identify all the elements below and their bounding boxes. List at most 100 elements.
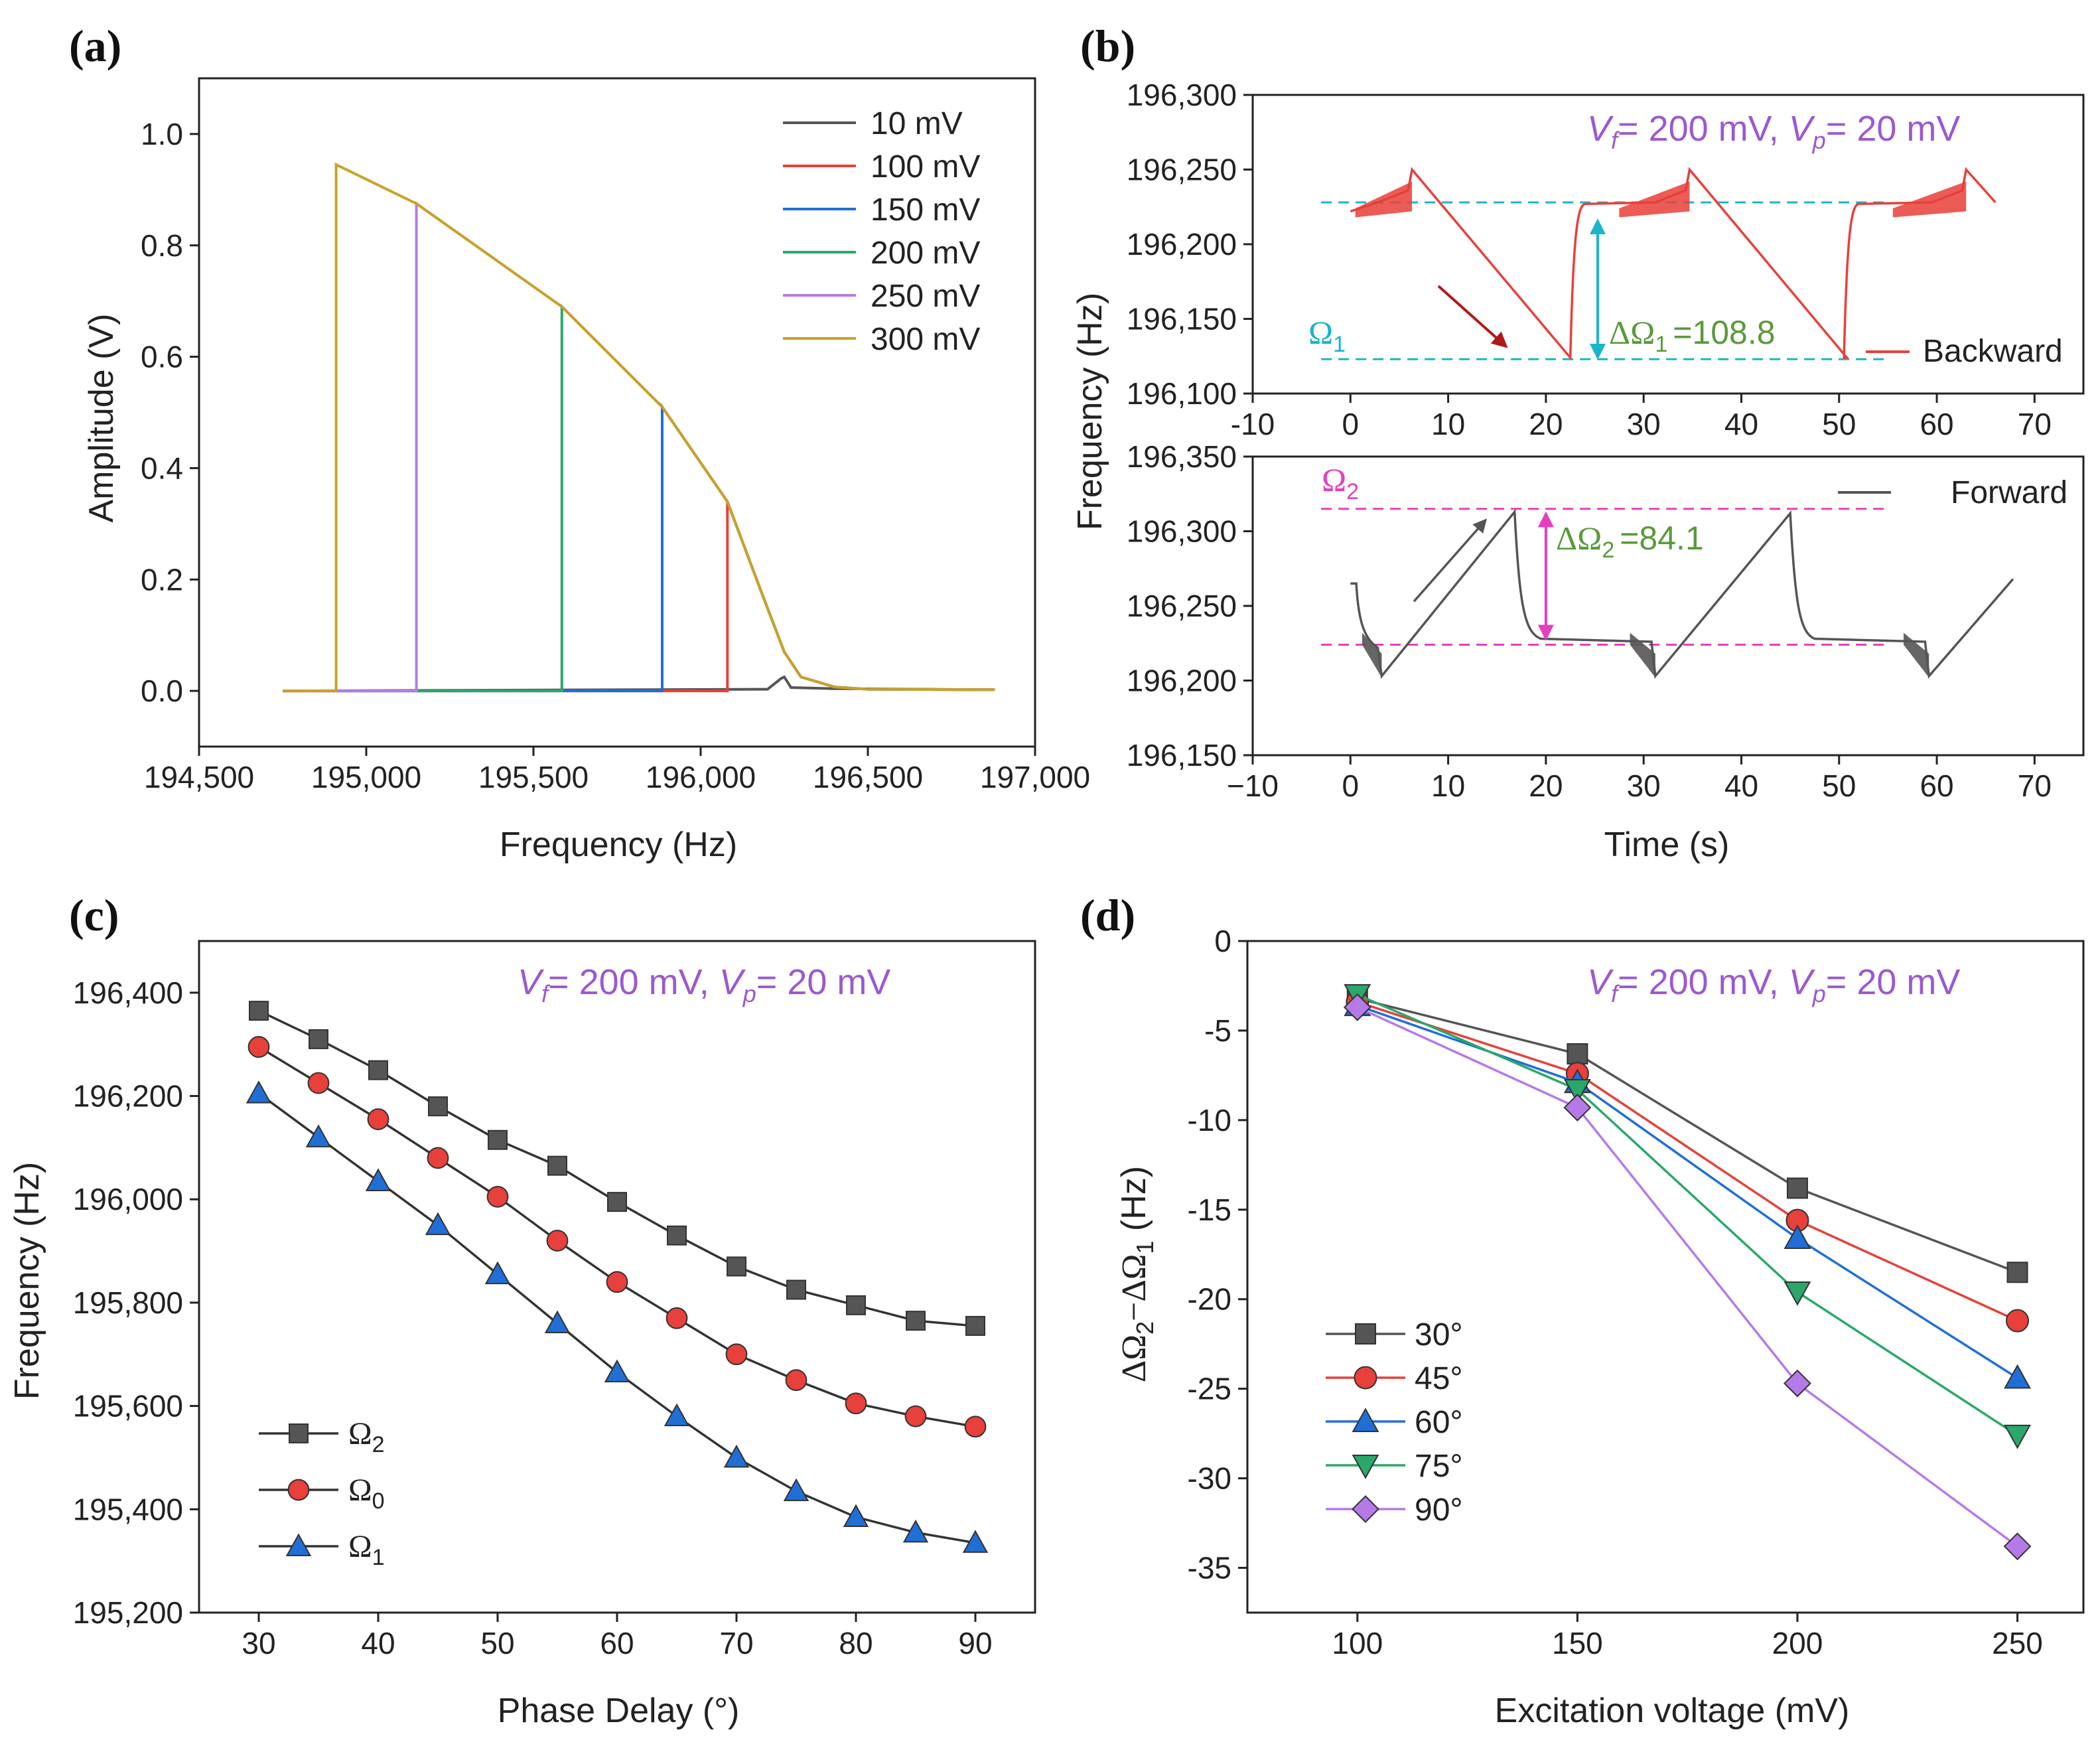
panel-b-top-xtick-label: 0: [1342, 407, 1359, 441]
panel-a-ytick-label: 0.4: [141, 451, 183, 485]
backward-direction-arrow: [1437, 285, 1508, 348]
panel-d-legend-marker: [1352, 1495, 1379, 1523]
panel-a-legend-label: 150 mV: [871, 192, 980, 228]
panel-c-point: [547, 1155, 567, 1176]
panel-b-bottom-ytick-label: 196,300: [1127, 514, 1237, 549]
panel-b-top-xtick-label: 30: [1627, 407, 1661, 441]
panel-b-top-ytick-label: 196,150: [1127, 302, 1237, 336]
panel-c-ylabel: Frequency (Hz): [8, 1162, 46, 1400]
panel-c-xtick-label: 80: [839, 1626, 873, 1660]
panel-d-xtick-label: 100: [1332, 1626, 1383, 1660]
panel-d-ytick-label: -35: [1188, 1551, 1231, 1585]
panel-a-ylabel: Amplitude (V): [82, 314, 121, 523]
panel-label-b: (b): [1080, 21, 1135, 71]
panel-d-series-line: [1357, 1004, 2018, 1379]
panel-c-point: [964, 1416, 987, 1438]
panel-c-point: [425, 1212, 451, 1236]
panel-c-point: [783, 1478, 809, 1502]
panel-label-a: (a): [69, 21, 121, 71]
panel-d-xlabel: Excitation voltage (mV): [1495, 1692, 1850, 1730]
panel-c-point: [367, 1108, 389, 1130]
panel-b-bottom-xtick-label: 20: [1529, 768, 1563, 803]
panel-d-ylabel: ΔΩ2−ΔΩ1 (Hz): [1115, 1166, 1158, 1382]
panel-label-c: (c): [69, 890, 119, 940]
forward-oscillation-band: [1362, 632, 1382, 678]
panel-b-xlabel: Time (s): [1604, 826, 1730, 864]
panel-c-point: [427, 1147, 449, 1169]
panel-a-xlabel: Frequency (Hz): [500, 826, 737, 864]
panel-b-bottom-xtick-label: 50: [1822, 768, 1856, 803]
panel-c-point: [664, 1403, 690, 1427]
panel-label-d: (d): [1080, 890, 1135, 940]
panel-b-bottom-xtick-label: 60: [1920, 768, 1953, 803]
panel-c-point: [665, 1307, 688, 1329]
legend-forward-label: Forward: [1951, 475, 2067, 510]
panel-b-top-xtick-label: 10: [1431, 407, 1465, 441]
panel-a-ytick-label: 0.2: [141, 562, 183, 597]
panel-c-point: [667, 1225, 687, 1246]
panel-d-series-line: [1357, 1006, 2018, 1548]
panel-c-point: [843, 1504, 869, 1527]
panel-b-bottom-ytick-label: 196,200: [1127, 664, 1237, 698]
panel-c-chart: Phase Delay (°) Frequency (Hz) Vf= 200 m…: [8, 940, 1036, 1730]
panel-d-ytick-label: -25: [1188, 1372, 1231, 1406]
panel-c-ytick-label: 195,400: [73, 1492, 183, 1526]
panel-d-ytick-label: -10: [1188, 1103, 1231, 1137]
forward-oscillation-band: [1630, 632, 1655, 678]
panel-c-point: [723, 1444, 750, 1468]
panel-b-bottom-xtick-label: 40: [1724, 768, 1758, 803]
panel-c-point: [305, 1124, 332, 1147]
panel-c-conditions: Vf= 200 mV, Vp= 20 mV: [518, 962, 890, 1007]
forward-direction-arrow: [1413, 518, 1488, 603]
panel-c-point: [484, 1261, 511, 1285]
panel-a-ytick-label: 0.6: [141, 340, 183, 374]
panel-a-chart: Frequency (Hz) Amplitude (V) 194,500 195,…: [82, 77, 1090, 864]
panel-d-point: [1784, 1369, 1811, 1398]
panel-a-legend-label: 250 mV: [871, 279, 980, 314]
panel-c-legend-label: Ω1: [348, 1529, 385, 1570]
panel-d-point: [1563, 1078, 1591, 1104]
panel-d-conditions: Vf= 200 mV, Vp= 20 mV: [1587, 962, 1960, 1007]
panel-b-top-ytick-label: 196,200: [1127, 227, 1237, 261]
panel-d-point: [1563, 1094, 1592, 1122]
panel-a-series-line: [283, 402, 995, 693]
panel-a-series-line: [282, 675, 995, 693]
panel-b-top-xtick-label: 50: [1822, 407, 1856, 441]
panel-d-series-line: [1357, 993, 2018, 1437]
vf-symbol: V: [1587, 109, 1614, 149]
panel-c-point: [902, 1519, 929, 1543]
panel-d-xtick-label: 200: [1772, 1626, 1823, 1660]
panel-d-series-line: [1357, 1001, 2018, 1322]
panel-d-ytick-label: 0: [1214, 924, 1231, 958]
panel-d-point: [1784, 1224, 1811, 1249]
panel-d-ytick-label: -30: [1188, 1461, 1231, 1496]
panel-a-series-line: [283, 200, 995, 693]
panel-b-conditions: Vf= 200 mV, Vp= 20 mV: [1587, 109, 1960, 154]
panel-d-point: [2004, 1364, 2031, 1389]
panel-c-point: [245, 1080, 272, 1104]
panel-c-xtick-label: 60: [600, 1626, 634, 1660]
legend-backward-label: Backward: [1923, 334, 2063, 369]
panel-c-legend-label: Ω0: [348, 1473, 385, 1514]
panel-b-top-ytick-label: 196,250: [1127, 153, 1237, 187]
panel-c-point: [546, 1230, 569, 1252]
panel-c-point: [604, 1359, 630, 1383]
forward-oscillation-band: [1903, 632, 1929, 678]
panel-c-point: [965, 1315, 985, 1336]
panel-a-xtick-label: 196,500: [813, 760, 923, 794]
panel-b-top-ytick-label: 196,300: [1127, 78, 1237, 112]
panel-c-point: [727, 1256, 746, 1277]
panel-c-xtick-label: 90: [958, 1626, 992, 1660]
panel-c-legend-label: Ω2: [348, 1416, 385, 1457]
panel-c-point: [786, 1279, 806, 1300]
panel-b-bottom-ytick-label: 196,350: [1127, 439, 1237, 474]
panel-c-legend-marker: [289, 1423, 309, 1443]
panel-c-point: [906, 1311, 926, 1331]
panel-d-legend-marker: [1352, 1408, 1379, 1432]
panel-d-ytick-label: -15: [1188, 1193, 1231, 1227]
vf-text: = 200 mV,: [1618, 109, 1789, 149]
panel-b-top-ytick-label: 196,100: [1127, 376, 1237, 411]
vp-sub: p: [1812, 127, 1826, 154]
panel-c-point: [785, 1369, 807, 1392]
panel-c-point: [368, 1060, 388, 1080]
